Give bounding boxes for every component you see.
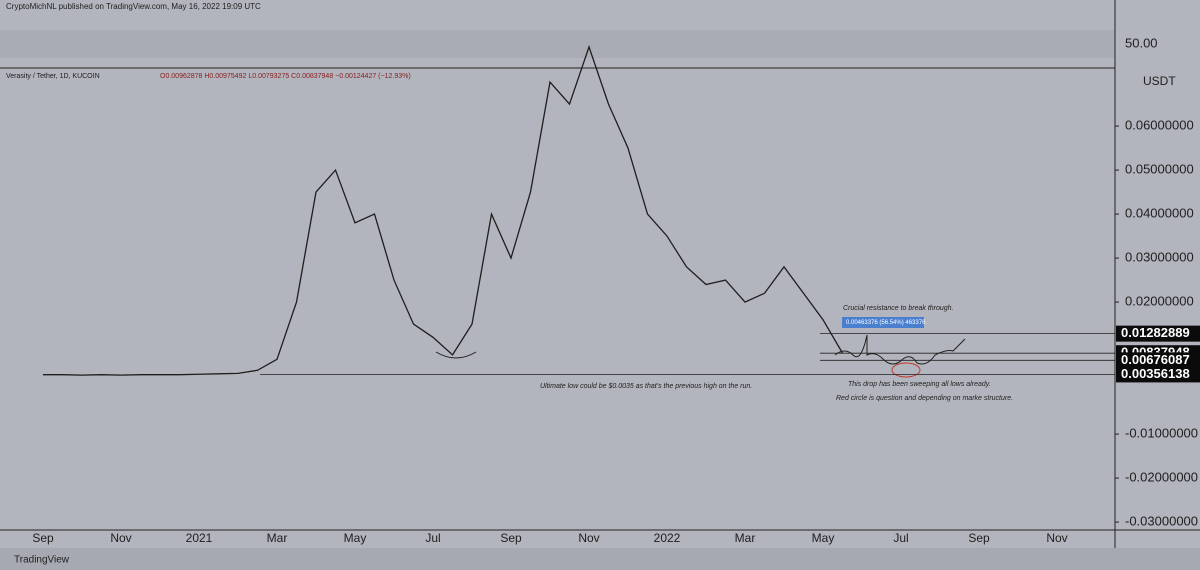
annotation: This drop has been sweeping all lows alr… bbox=[848, 381, 991, 388]
red-circle bbox=[891, 362, 921, 378]
y-tick-label: 0.03000000 bbox=[1125, 250, 1194, 265]
y-tick-label: 0.04000000 bbox=[1125, 206, 1194, 221]
x-tick-label: 2021 bbox=[186, 531, 213, 545]
curve-note bbox=[435, 351, 477, 359]
x-tick-label: Mar bbox=[735, 531, 756, 545]
y-tick-label: 0.02000000 bbox=[1125, 294, 1194, 309]
x-tick-label: Mar bbox=[267, 531, 288, 545]
y-tick-label: 0.06000000 bbox=[1125, 118, 1194, 133]
footer: TradingView bbox=[14, 555, 70, 566]
publisher: CryptoMichNL published on TradingView.co… bbox=[6, 2, 261, 11]
level-label: 0.01282889 bbox=[1121, 325, 1190, 340]
y-tick-label: 0.05000000 bbox=[1125, 162, 1194, 177]
price-line bbox=[43, 44, 844, 376]
level-box bbox=[1116, 366, 1200, 383]
level-label: 0.00676087 bbox=[1121, 352, 1190, 367]
currency: USDT bbox=[1143, 74, 1176, 88]
x-tick-label: Sep bbox=[32, 531, 54, 545]
measure-box bbox=[842, 317, 924, 328]
annotation: 0.00463376 (56.54%) 463376 bbox=[846, 320, 926, 326]
x-tick-label: Jul bbox=[893, 531, 908, 545]
x-tick-label: Nov bbox=[578, 531, 599, 545]
symbol: Verasity / Tether, 1D, KUCOIN bbox=[6, 73, 100, 80]
annotation: Ultimate low could be $0.0035 as that's … bbox=[540, 383, 752, 390]
y-tick-label: -0.01000000 bbox=[1125, 426, 1198, 441]
rsi-band bbox=[0, 30, 1115, 58]
level-box bbox=[1116, 325, 1200, 342]
x-tick-label: May bbox=[344, 531, 367, 545]
level-box bbox=[1116, 352, 1200, 369]
ohlc: O0.00962878 H0.00975492 L0.00793275 C0.0… bbox=[160, 73, 411, 80]
x-tick-label: Nov bbox=[1046, 531, 1067, 545]
x-tick-label: Sep bbox=[500, 531, 522, 545]
x-tick-label: Nov bbox=[110, 531, 131, 545]
footer-bar bbox=[0, 548, 1200, 570]
level-label: 0.00356138 bbox=[1121, 366, 1190, 381]
x-tick-label: Jul bbox=[425, 531, 440, 545]
projection-path bbox=[834, 334, 966, 365]
y-tick-label: -0.03000000 bbox=[1125, 514, 1198, 529]
x-tick-label: May bbox=[812, 531, 835, 545]
rsi-label: 50.00 bbox=[1125, 35, 1158, 50]
annotation: Crucial resistance to break through. bbox=[843, 305, 954, 312]
x-tick-label: 2022 bbox=[654, 531, 681, 545]
annotation: Red circle is question and depending on … bbox=[836, 395, 1013, 402]
x-tick-label: Sep bbox=[968, 531, 990, 545]
y-tick-label: -0.02000000 bbox=[1125, 470, 1198, 485]
